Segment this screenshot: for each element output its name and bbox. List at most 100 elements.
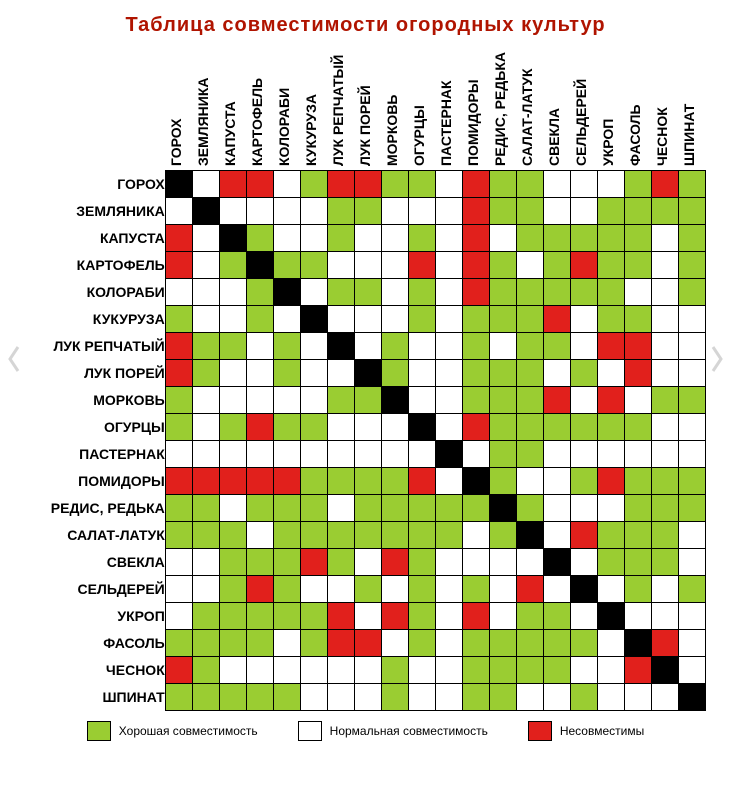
matrix-cell: [219, 684, 246, 711]
matrix-cell: [408, 306, 435, 333]
matrix-cell: [624, 630, 651, 657]
matrix-cell: [462, 576, 489, 603]
matrix-cell: [489, 603, 516, 630]
matrix-cell: [624, 360, 651, 387]
col-header: МОРКОВЬ: [381, 45, 408, 171]
matrix-cell: [165, 279, 192, 306]
matrix-cell: [354, 360, 381, 387]
matrix-cell: [678, 306, 705, 333]
matrix-cell: [300, 603, 327, 630]
matrix-cell: [246, 549, 273, 576]
matrix-cell: [354, 306, 381, 333]
col-header-label: УКРОП: [600, 119, 616, 166]
matrix-cell: [651, 549, 678, 576]
matrix-cell: [165, 171, 192, 198]
matrix-cell: [381, 603, 408, 630]
matrix-cell: [678, 171, 705, 198]
matrix-cell: [273, 387, 300, 414]
matrix-cell: [624, 198, 651, 225]
matrix-cell: [624, 387, 651, 414]
matrix-cell: [165, 198, 192, 225]
col-header-label: СЕЛЬДЕРЕЙ: [573, 79, 589, 166]
matrix-cell: [192, 549, 219, 576]
matrix-cell: [516, 495, 543, 522]
matrix-cell: [516, 576, 543, 603]
matrix-cell: [273, 306, 300, 333]
matrix-cell: [462, 603, 489, 630]
matrix-cell: [273, 414, 300, 441]
matrix-cell: [435, 252, 462, 279]
matrix-cell: [462, 252, 489, 279]
matrix-cell: [327, 630, 354, 657]
matrix-cell: [516, 306, 543, 333]
matrix-cell: [354, 387, 381, 414]
matrix-cell: [462, 522, 489, 549]
matrix-cell: [354, 441, 381, 468]
matrix-cell: [597, 522, 624, 549]
matrix-cell: [246, 171, 273, 198]
row-header: СЕЛЬДЕРЕЙ: [25, 576, 165, 603]
matrix-cell: [543, 360, 570, 387]
matrix-cell: [408, 630, 435, 657]
matrix-cell: [246, 603, 273, 630]
row-header: ЛУК ПОРЕЙ: [25, 360, 165, 387]
matrix-cell: [219, 414, 246, 441]
matrix-cell: [624, 441, 651, 468]
matrix-cell: [597, 387, 624, 414]
matrix-cell: [651, 630, 678, 657]
col-header-label: КАРТОФЕЛЬ: [249, 78, 265, 166]
matrix-cell: [300, 360, 327, 387]
matrix-cell: [192, 441, 219, 468]
matrix-cell: [273, 522, 300, 549]
matrix-cell: [678, 441, 705, 468]
matrix-cell: [597, 684, 624, 711]
matrix-cell: [354, 198, 381, 225]
col-header: ФАСОЛЬ: [624, 45, 651, 171]
matrix-cell: [192, 603, 219, 630]
matrix-cell: [408, 279, 435, 306]
matrix-cell: [273, 225, 300, 252]
matrix-cell: [489, 657, 516, 684]
matrix-cell: [678, 414, 705, 441]
matrix-cell: [192, 657, 219, 684]
matrix-cell: [300, 684, 327, 711]
matrix-cell: [516, 522, 543, 549]
matrix-cell: [246, 630, 273, 657]
matrix-cell: [192, 387, 219, 414]
col-header: ГОРОХ: [165, 45, 192, 171]
matrix-cell: [543, 549, 570, 576]
matrix-cell: [408, 576, 435, 603]
matrix-cell: [678, 333, 705, 360]
matrix-cell: [300, 468, 327, 495]
matrix-cell: [489, 414, 516, 441]
matrix-cell: [408, 684, 435, 711]
matrix-cell: [327, 468, 354, 495]
matrix-cell: [678, 603, 705, 630]
matrix-cell: [219, 657, 246, 684]
matrix-cell: [570, 576, 597, 603]
matrix-cell: [192, 225, 219, 252]
matrix-cell: [435, 495, 462, 522]
matrix-cell: [354, 468, 381, 495]
matrix-cell: [219, 198, 246, 225]
matrix-cell: [354, 252, 381, 279]
matrix-cell: [381, 171, 408, 198]
matrix-cell: [381, 306, 408, 333]
page-title: Таблица совместимости огородных культур: [10, 14, 721, 37]
row-header: ЗЕМЛЯНИКА: [25, 198, 165, 225]
row-header: ШПИНАТ: [25, 684, 165, 711]
matrix-cell: [651, 576, 678, 603]
legend: Хорошая совместимость Нормальная совмест…: [10, 721, 721, 741]
col-header-label: ФАСОЛЬ: [627, 104, 643, 166]
row-header: ПАСТЕРНАК: [25, 441, 165, 468]
matrix-cell: [543, 495, 570, 522]
matrix-cell: [435, 630, 462, 657]
matrix-cell: [516, 414, 543, 441]
matrix-cell: [219, 603, 246, 630]
matrix-cell: [543, 306, 570, 333]
matrix-cell: [435, 468, 462, 495]
matrix-cell: [624, 279, 651, 306]
matrix-cell: [651, 522, 678, 549]
matrix-cell: [192, 522, 219, 549]
matrix-cell: [570, 279, 597, 306]
